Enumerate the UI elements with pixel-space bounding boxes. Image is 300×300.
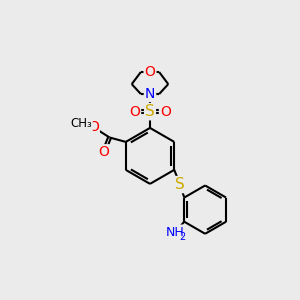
Text: CH₃: CH₃: [70, 117, 92, 130]
Text: NH: NH: [166, 226, 185, 238]
Text: O: O: [88, 120, 99, 134]
Text: O: O: [129, 105, 140, 119]
Text: O: O: [98, 145, 109, 159]
Text: 2: 2: [180, 232, 186, 242]
Text: S: S: [145, 104, 155, 119]
Text: O: O: [145, 65, 155, 79]
Text: O: O: [160, 105, 171, 119]
Text: S: S: [175, 177, 185, 192]
Text: N: N: [145, 87, 155, 101]
